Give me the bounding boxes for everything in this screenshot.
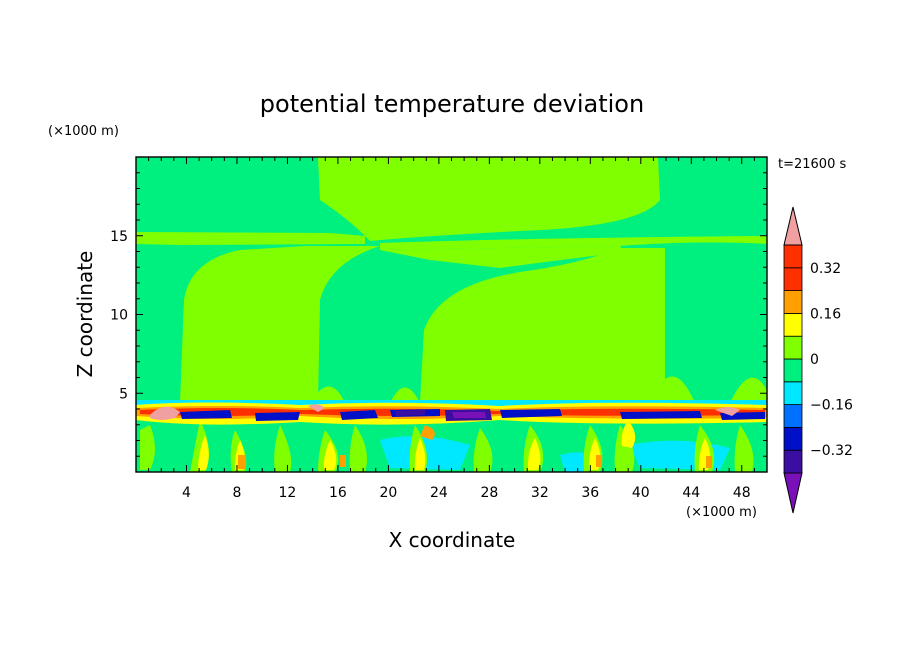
negative-cores — [180, 409, 765, 421]
x-axis: 4 8 12 16 20 24 28 32 36 40 44 48 — [148, 157, 755, 501]
colorbar-segment — [783, 312, 803, 337]
center-positive-region — [420, 248, 665, 403]
colorbar-segment — [783, 449, 803, 474]
x-tick-label: 40 — [632, 485, 650, 501]
colorbar-segment — [783, 244, 803, 269]
colorbar-segment — [783, 335, 803, 360]
bump-3 — [530, 381, 565, 403]
left-positive-region — [180, 246, 380, 403]
colorbar-label: 0.16 — [810, 306, 841, 322]
colorbar-segment — [783, 426, 803, 451]
upper-positive-region — [318, 157, 660, 241]
colorbar-under-arrow — [783, 472, 803, 514]
x-unit-label: (×1000 m) — [686, 505, 757, 520]
x-axis-label: X coordinate — [389, 528, 516, 552]
colorbar-segment — [783, 404, 803, 428]
x-tick-label: 48 — [733, 485, 751, 501]
bump-1 — [310, 386, 345, 403]
colorbar-over-arrow — [783, 206, 803, 246]
colorbar-segment — [783, 381, 803, 405]
x-tick-label: 36 — [581, 485, 599, 501]
bump-4 — [600, 380, 640, 403]
colorbar-label: 0 — [810, 352, 819, 368]
x-tick-label: 16 — [329, 485, 347, 501]
colorbar-label: −0.16 — [810, 398, 853, 414]
y-tick-label: 5 — [119, 386, 128, 402]
colorbar-segment — [783, 290, 803, 314]
bump-6 — [730, 377, 767, 403]
x-tick-label: 32 — [531, 485, 549, 501]
colorbar-label: −0.32 — [810, 443, 853, 459]
x-tick-label: 44 — [682, 485, 700, 501]
y-axis-label: Z coordinate — [73, 251, 97, 378]
x-tick-label: 28 — [480, 485, 498, 501]
upper-positive-strip-right — [380, 236, 767, 250]
y-tick-label: 15 — [110, 229, 128, 245]
orange-cores — [238, 425, 712, 469]
bump-5 — [650, 376, 695, 403]
colorbar-segment — [783, 358, 803, 383]
cyan-patch-2 — [630, 440, 730, 470]
x-tick-label: 20 — [379, 485, 397, 501]
x-tick-label: 8 — [232, 485, 241, 501]
y-axis: 5 10 15 — [110, 172, 767, 457]
bump-2 — [390, 387, 420, 403]
y-unit-label: (×1000 m) — [48, 124, 119, 139]
chart-title: potential temperature deviation — [260, 90, 644, 118]
y-tick-label: 10 — [110, 308, 128, 324]
upper-positive-strip — [136, 232, 365, 245]
colorbar-label: 0.32 — [810, 261, 841, 277]
center-positive-strip — [380, 246, 625, 268]
time-label: t=21600 s — [778, 157, 846, 172]
colorbar: 0.32 0.16 0 −0.16 −0.32 — [783, 206, 853, 514]
strong-positive-cores — [150, 404, 740, 420]
x-tick-label: 12 — [279, 485, 297, 501]
x-tick-label: 4 — [182, 485, 191, 501]
x-tick-label: 24 — [430, 485, 448, 501]
contour-field — [136, 157, 767, 472]
colorbar-segment — [783, 267, 803, 291]
